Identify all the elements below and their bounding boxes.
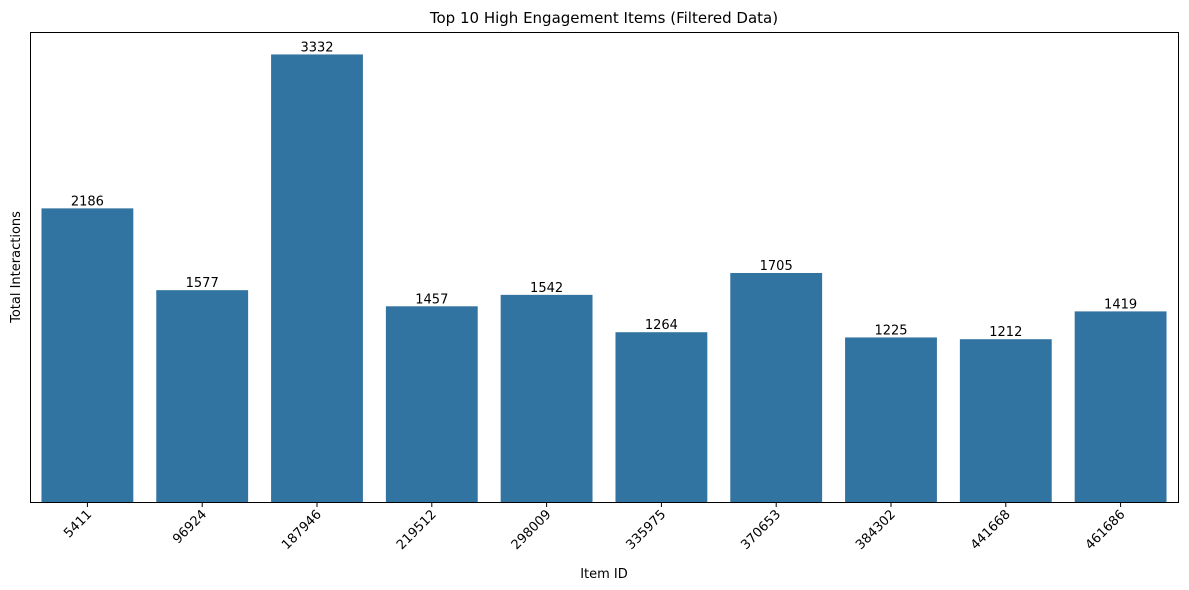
data-label-335975: 1264: [645, 318, 678, 333]
x-tick-label-441668: 441668: [968, 507, 1014, 553]
data-labels-group: 2186 1577 3332 1457 1542 1264 1705 1225 1212 1419: [71, 40, 1137, 340]
data-label-370653: 1705: [760, 259, 793, 274]
x-axis-ticks: 5411 96924 187946 219512 298009 335975 370653 3…: [61, 502, 1128, 553]
bar-96924: [156, 290, 249, 502]
x-axis-label: Item ID: [580, 567, 628, 582]
data-label-219512: 1457: [415, 292, 448, 307]
bars-group: [41, 54, 1167, 503]
data-label-5411: 2186: [71, 194, 104, 209]
data-label-298009: 1542: [530, 281, 563, 296]
bar-384302: [845, 337, 937, 502]
x-tick-label-370653: 370653: [738, 507, 784, 553]
bar-187946: [271, 54, 363, 503]
bar-298009: [500, 294, 593, 502]
bar-5411: [41, 208, 134, 502]
x-tick-label-298009: 298009: [509, 507, 555, 553]
bar-461686: [1074, 311, 1167, 502]
x-tick-label-461686: 461686: [1083, 507, 1129, 553]
x-tick-label-187946: 187946: [279, 507, 325, 553]
chart-title: Top 10 High Engagement Items (Filtered D…: [429, 9, 778, 27]
bar-370653: [730, 272, 823, 502]
data-label-384302: 1225: [874, 323, 907, 338]
data-label-96924: 1577: [186, 276, 219, 291]
x-tick-label-335975: 335975: [624, 507, 670, 553]
data-label-461686: 1419: [1104, 297, 1137, 312]
x-tick-label-5411: 5411: [61, 507, 95, 541]
bar-441668: [959, 339, 1052, 502]
data-label-441668: 1212: [989, 325, 1022, 340]
x-tick-label-384302: 384302: [853, 507, 899, 553]
data-label-187946: 3332: [300, 40, 333, 55]
y-axis-label: Total Interactions: [9, 211, 24, 324]
bar-335975: [615, 332, 708, 502]
x-tick-label-219512: 219512: [394, 507, 440, 553]
plot-frame: [30, 32, 1179, 503]
bar-219512: [385, 306, 478, 502]
x-tick-label-96924: 96924: [170, 507, 210, 547]
